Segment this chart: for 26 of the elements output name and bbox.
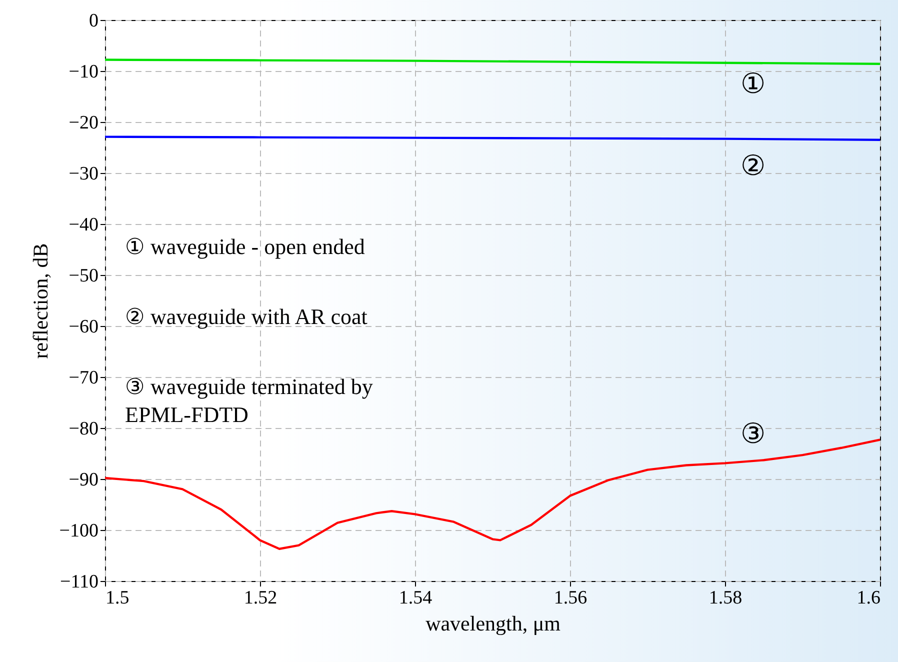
y-tick-label: −60 — [68, 316, 98, 338]
annotation: ③ waveguide terminated by EPML-FDTD — [125, 374, 373, 427]
x-tick-label: 1.52 — [244, 588, 278, 608]
y-tick-label: −70 — [68, 368, 98, 388]
y-tick-label: −90 — [68, 470, 98, 490]
y-axis-title: reflection, dB — [28, 243, 52, 359]
x-tick-label: 1.6 — [856, 588, 880, 608]
y-tick-label: −100 — [59, 520, 98, 542]
x-tick-label: 1.54 — [398, 588, 433, 608]
y-tick-label: −30 — [68, 164, 98, 184]
x-tick-label: 1.5 — [106, 588, 130, 608]
y-tick-label: −50 — [68, 266, 98, 286]
y-tick-label: −40 — [68, 214, 98, 236]
x-tick-label: 1.58 — [708, 588, 742, 608]
y-tick-label: −110 — [60, 572, 98, 592]
annotation: ② — [740, 151, 766, 182]
annotation: ② waveguide with AR coat — [125, 304, 368, 329]
y-tick-label: −10 — [68, 62, 98, 82]
x-axis-title: wavelength, μm — [426, 612, 560, 636]
annotation: ③ — [740, 419, 766, 450]
annotation: ① waveguide - open ended — [125, 234, 365, 259]
y-tick-label: 0 — [89, 10, 98, 32]
annotation: ① — [740, 69, 766, 100]
y-tick-label: −80 — [68, 418, 98, 440]
x-tick-label: 1.56 — [554, 588, 588, 608]
y-tick-label: −20 — [68, 112, 98, 134]
